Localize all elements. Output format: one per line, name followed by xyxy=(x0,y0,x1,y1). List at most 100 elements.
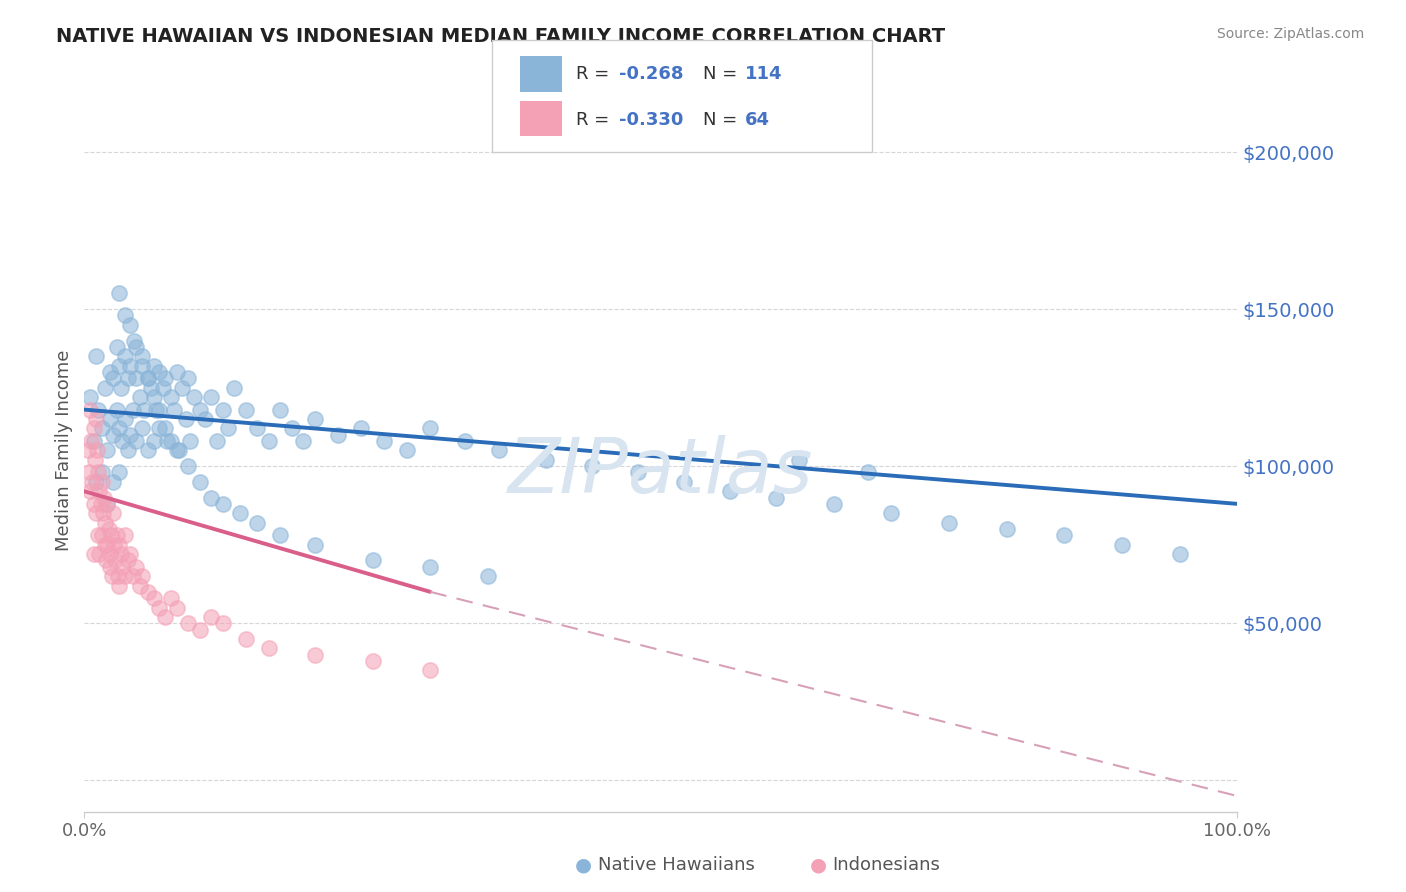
Point xyxy=(581,459,603,474)
Point xyxy=(136,584,159,599)
Point xyxy=(83,434,105,448)
Point xyxy=(103,538,125,552)
Point xyxy=(90,466,112,480)
Point xyxy=(142,359,165,373)
Point xyxy=(419,664,441,678)
Point xyxy=(103,427,124,442)
Point xyxy=(160,390,183,404)
Point xyxy=(131,421,153,435)
Point xyxy=(136,443,159,458)
Point xyxy=(89,484,111,499)
Point xyxy=(84,475,107,489)
Point xyxy=(172,381,194,395)
Point xyxy=(200,610,222,624)
Point xyxy=(90,421,112,435)
Point xyxy=(83,453,105,467)
Point xyxy=(229,506,252,520)
Point xyxy=(1168,547,1191,561)
Text: Indonesians: Indonesians xyxy=(832,856,941,874)
Point xyxy=(177,459,200,474)
Point xyxy=(160,591,183,606)
Point xyxy=(136,371,159,385)
Point xyxy=(292,434,315,448)
Point xyxy=(163,402,186,417)
Point xyxy=(188,623,211,637)
Point xyxy=(153,610,176,624)
Point xyxy=(174,412,197,426)
Point xyxy=(218,421,240,435)
Point xyxy=(93,491,115,505)
Point xyxy=(110,381,132,395)
Text: Native Hawaiians: Native Hawaiians xyxy=(598,856,755,874)
Point xyxy=(76,443,98,458)
Point xyxy=(82,475,104,489)
Point xyxy=(120,547,142,561)
Point xyxy=(83,497,105,511)
Point xyxy=(246,421,269,435)
Text: 64: 64 xyxy=(745,112,770,129)
Point xyxy=(160,434,183,448)
Point xyxy=(96,497,118,511)
Point xyxy=(200,491,222,505)
Point xyxy=(90,475,112,489)
Point xyxy=(419,421,441,435)
Point xyxy=(269,402,291,417)
Point xyxy=(97,522,120,536)
Y-axis label: Median Family Income: Median Family Income xyxy=(55,350,73,551)
Point xyxy=(823,497,845,511)
Point xyxy=(98,365,121,379)
Point xyxy=(672,475,695,489)
Point xyxy=(122,334,145,348)
Point xyxy=(534,453,557,467)
Point xyxy=(131,359,153,373)
Point xyxy=(108,421,131,435)
Point xyxy=(152,381,174,395)
Point xyxy=(90,528,112,542)
Point xyxy=(117,553,139,567)
Point xyxy=(148,402,170,417)
Point xyxy=(183,390,205,404)
Text: R =: R = xyxy=(576,65,616,83)
Point xyxy=(361,654,384,668)
Point xyxy=(142,591,165,606)
Point xyxy=(167,443,190,458)
Point xyxy=(98,559,121,574)
Point xyxy=(87,466,110,480)
Point xyxy=(148,365,170,379)
Point xyxy=(142,434,165,448)
Point xyxy=(1111,538,1133,552)
Point xyxy=(103,475,124,489)
Point xyxy=(89,497,111,511)
Point xyxy=(166,365,188,379)
Point xyxy=(120,427,142,442)
Point xyxy=(108,359,131,373)
Point xyxy=(131,569,153,583)
Point xyxy=(83,421,105,435)
Point xyxy=(114,309,136,323)
Point xyxy=(188,475,211,489)
Point xyxy=(211,402,233,417)
Point xyxy=(86,443,108,458)
Point xyxy=(77,466,100,480)
Point xyxy=(134,402,156,417)
Point xyxy=(125,340,148,354)
Point xyxy=(235,402,257,417)
Point xyxy=(79,390,101,404)
Point xyxy=(96,553,118,567)
Point xyxy=(224,381,246,395)
Point xyxy=(96,443,118,458)
Point xyxy=(200,390,222,404)
Point xyxy=(257,641,280,656)
Point xyxy=(156,434,179,448)
Point xyxy=(111,559,134,574)
Point xyxy=(121,402,143,417)
Text: -0.330: -0.330 xyxy=(619,112,683,129)
Point xyxy=(211,616,233,631)
Point xyxy=(114,349,136,363)
Point xyxy=(98,547,121,561)
Point xyxy=(361,553,384,567)
Point xyxy=(125,434,148,448)
Point xyxy=(211,497,233,511)
Point xyxy=(107,569,129,583)
Point xyxy=(128,578,150,592)
